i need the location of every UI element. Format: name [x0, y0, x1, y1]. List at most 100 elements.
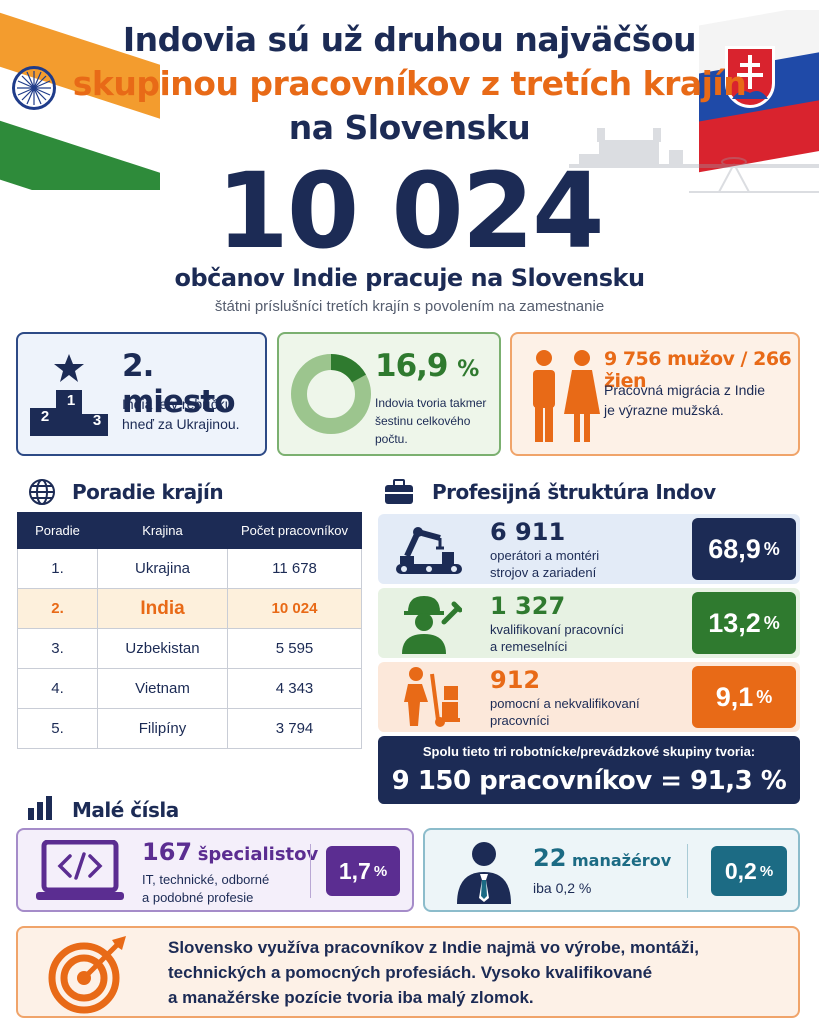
globe-icon	[29, 479, 55, 505]
divider	[687, 844, 688, 898]
prof-desc-1: operátori a montéri	[490, 548, 600, 563]
footer-line-1: Slovensko využíva pracovníkov z Indie na…	[168, 938, 699, 957]
profession-heading: Profesijná štruktúra Indov	[432, 480, 716, 504]
rank-card: 2 1 3 2. miesto India je v rebríčku hneď…	[16, 332, 267, 456]
worker-wrench-icon	[402, 596, 462, 654]
headline-line-2: skupinou pracovníkov z tretích krajín	[72, 64, 747, 103]
managers-pct: 0,2	[724, 857, 757, 884]
footer-box: Slovensko využíva pracovníkov z Indie na…	[16, 926, 800, 1018]
total-value: 9 150 pracovníkov = 91,3 %	[391, 766, 787, 796]
specialists-pct-badge: 1,7%	[326, 846, 400, 896]
prof-count: 912	[490, 666, 541, 694]
bar-chart-icon	[28, 796, 52, 820]
profession-row-operators: 6 911 operátori a montéri strojov a zari…	[378, 514, 800, 584]
managers-card: 22 manažérov iba 0,2 % 0,2%	[423, 828, 800, 912]
prof-pct: 9,1	[715, 681, 754, 712]
share-desc-3: počtu.	[375, 432, 408, 446]
specialists-pct: 1,7	[338, 857, 371, 884]
row-count: 4 343	[227, 668, 362, 709]
row-country: Uzbekistan	[97, 628, 228, 669]
share-donut-chart	[291, 354, 371, 434]
row-rank: 5.	[17, 708, 98, 749]
managers-pct-badge: 0,2%	[711, 846, 787, 896]
share-card: 16,9 % Indovia tvoria takmer šestinu cel…	[277, 332, 501, 456]
table-row: 4. Vietnam 4 343	[17, 668, 362, 709]
prof-desc-1: kvalifikovaní pracovníci	[490, 622, 624, 637]
small-numbers-heading: Malé čísla	[72, 798, 179, 822]
divider	[310, 844, 311, 898]
managers-title: 22 manažérov	[533, 844, 671, 872]
row-rank: 1.	[17, 548, 98, 589]
share-value: 16,9 %	[375, 348, 479, 384]
prof-desc-2: pracovníci	[490, 713, 550, 728]
rank-desc-1: India je v rebríčku	[122, 396, 233, 412]
share-desc-2: šestinu celkového	[375, 414, 471, 428]
row-country: Filipíny	[97, 708, 228, 749]
prof-count: 1 327	[490, 592, 566, 620]
slovak-coat-of-arms-icon	[725, 46, 775, 108]
specialists-count: 167	[142, 838, 193, 866]
row-country: Ukrajina	[97, 548, 228, 589]
hero-number: 10 024	[216, 150, 604, 272]
table-row-highlighted: 2. India 10 024	[17, 588, 362, 629]
row-rank: 3.	[17, 628, 98, 669]
footer-line-2: technických a pomocných profesiách. Vyso…	[168, 963, 653, 982]
prof-pct-unit: %	[763, 538, 780, 559]
hero-subtitle: občanov Indie pracuje na Slovensku	[174, 264, 645, 292]
row-count: 11 678	[227, 548, 362, 589]
specialists-label: špecialistov	[197, 844, 319, 865]
ranking-table: Poradie Krajina Počet pracovníkov 1. Ukr…	[17, 512, 362, 749]
managers-label: manažérov	[571, 851, 672, 870]
specialists-title: 167 špecialistov	[142, 838, 318, 866]
row-rank: 4.	[17, 668, 98, 709]
share-donut-arc	[291, 354, 371, 434]
ranking-heading: Poradie krajín	[72, 480, 224, 504]
share-desc-1: Indovia tvoria takmer	[375, 396, 487, 410]
prof-pct-badge: 9,1%	[692, 666, 796, 728]
prof-pct-unit: %	[756, 686, 773, 707]
managers-pct-unit: %	[759, 862, 774, 880]
managers-count: 22	[533, 844, 567, 872]
podium-icon	[30, 354, 108, 436]
share-value-number: 16,9	[375, 348, 448, 384]
prof-desc-2: strojov a zariadení	[490, 565, 597, 580]
prof-desc-1: pomocní a nekvalifikovaní	[490, 696, 640, 711]
row-country: Vietnam	[97, 668, 228, 709]
prof-pct-unit: %	[763, 612, 780, 633]
briefcase-icon	[385, 479, 413, 504]
prof-pct: 68,9	[708, 533, 761, 564]
row-rank: 2.	[17, 588, 98, 629]
col-rank-header: Poradie	[17, 512, 98, 549]
rank-desc-2: hneď za Ukrajinou.	[122, 416, 240, 432]
table-row: 1. Ukrajina 11 678	[17, 548, 362, 589]
specialists-desc-2: a podobné profesie	[142, 890, 254, 905]
profession-total-box: Spolu tieto tri robotnícke/prevádzkové s…	[378, 736, 800, 804]
prof-desc-2: a remeselníci	[490, 639, 568, 654]
laptop-code-icon	[36, 840, 124, 900]
table-row: 3. Uzbekistan 5 595	[17, 628, 362, 669]
row-country: India	[97, 588, 228, 629]
profession-row-unskilled: 912 pomocní a nekvalifikovaní pracovníci…	[378, 662, 800, 732]
col-country-header: Krajina	[97, 512, 228, 549]
specialists-card: 167 špecialistov IT, technické, odborné …	[16, 828, 414, 912]
specialists-desc-1: IT, technické, odborné	[142, 872, 270, 887]
hero-note: štátni príslušníci tretích krajín s povo…	[214, 298, 605, 315]
share-value-unit: %	[457, 357, 479, 382]
col-count-header: Počet pracovníkov	[227, 512, 362, 549]
row-count: 5 595	[227, 628, 362, 669]
worker-handtruck-icon	[404, 667, 460, 727]
row-count: 10 024	[227, 588, 362, 629]
specialists-pct-unit: %	[373, 862, 388, 880]
podium-label-third: 3	[92, 412, 102, 429]
podium-label-first: 1	[66, 392, 76, 409]
gender-desc-2: je výrazne mužská.	[604, 402, 724, 418]
ranking-header-row: Poradie Krajina Počet pracovníkov	[17, 512, 362, 549]
prof-pct: 13,2	[708, 607, 761, 638]
robot-arm-icon	[396, 527, 462, 574]
managers-desc: iba 0,2 %	[533, 880, 592, 896]
podium-label-second: 2	[40, 408, 50, 425]
headline-line-3: na Slovensku	[288, 108, 531, 147]
rank-title: 2. miesto	[122, 348, 236, 420]
row-count: 3 794	[227, 708, 362, 749]
gender-card: 9 756 mužov / 266 žien Pracovná migrácia…	[510, 332, 800, 456]
